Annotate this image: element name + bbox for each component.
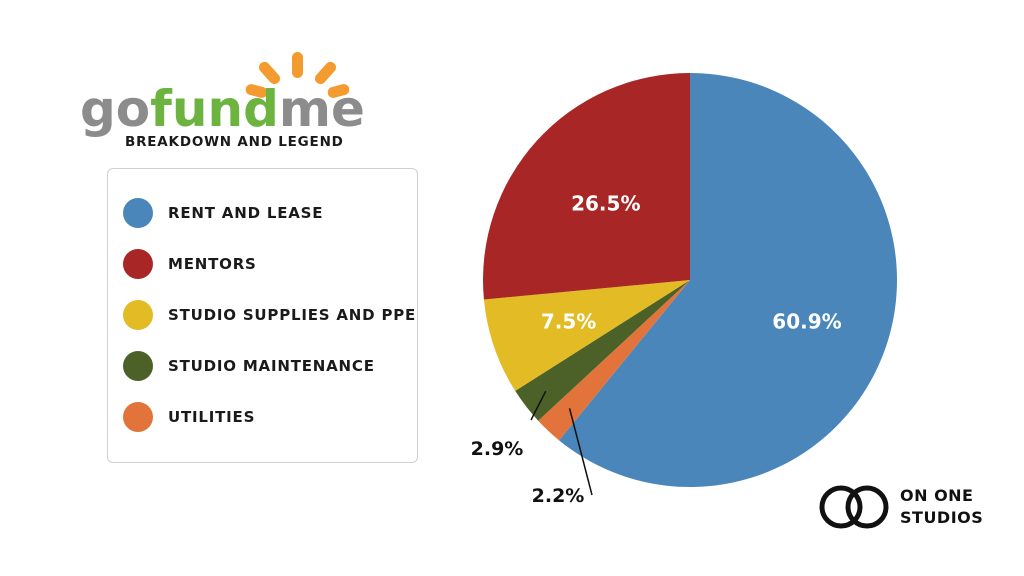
pie-slice-studio-maintenance: [515, 280, 690, 421]
legend-swatch-studio-supplies: [123, 300, 153, 330]
legend-label-studio-supplies: STUDIO SUPPLIES AND PPE: [168, 306, 417, 324]
logo-me-text: me: [279, 80, 365, 138]
legend-item-utilities: UTILITIES: [123, 402, 255, 432]
leader-line-studio-maintenance: [530, 390, 547, 421]
chart-subtitle: BREAKDOWN AND LEGEND: [125, 134, 344, 150]
legend-box: RENT AND LEASE MENTORS STUDIO SUPPLIES A…: [107, 168, 418, 463]
data-label-mentors: 26.5%: [571, 191, 640, 215]
linked-rings-icon: [819, 485, 889, 529]
pie-slice-rent-and-lease: [559, 73, 898, 487]
svg-text:gofundme: gofundme: [80, 80, 365, 138]
legend-label-studio-maintenance: STUDIO MAINTENANCE: [168, 357, 375, 375]
pie-slice-utilities: [538, 280, 690, 441]
sun-rays-icon: [245, 52, 350, 98]
legend-item-studio-maintenance: STUDIO MAINTENANCE: [123, 351, 375, 381]
leader-line-utilities: [568, 408, 593, 496]
data-label-studio-maintenance: 2.9%: [471, 438, 524, 460]
legend-swatch-mentors: [123, 249, 153, 279]
legend-swatch-studio-maintenance: [123, 351, 153, 381]
on-one-studios-brand: ON ONE STUDIOS: [818, 482, 998, 532]
logo-go-text: go: [80, 80, 150, 138]
legend-item-rent-and-lease: RENT AND LEASE: [123, 198, 323, 228]
legend-label-utilities: UTILITIES: [168, 408, 256, 426]
gofundme-logo: gofundme: [80, 52, 365, 138]
legend-swatch-utilities: [123, 402, 153, 432]
pie-slice-studio-supplies-and-ppe: [483, 280, 690, 391]
data-label-utilities: 2.2%: [532, 485, 585, 507]
legend-label-mentors: MENTORS: [168, 255, 257, 273]
logo-fund-text: fund: [150, 80, 279, 138]
brand-line-1: ON ONE: [900, 486, 974, 505]
brand-line-2: STUDIOS: [900, 508, 984, 527]
legend-label-rent-and-lease: RENT AND LEASE: [168, 204, 324, 222]
data-label-rent-and-lease: 60.9%: [772, 310, 841, 334]
legend-item-mentors: MENTORS: [123, 249, 257, 279]
legend-item-studio-supplies: STUDIO SUPPLIES AND PPE: [123, 300, 416, 330]
pie-slice-mentors: [483, 73, 690, 300]
legend-swatch-rent-and-lease: [123, 198, 153, 228]
data-label-studio-supplies-and-ppe: 7.5%: [541, 310, 596, 334]
